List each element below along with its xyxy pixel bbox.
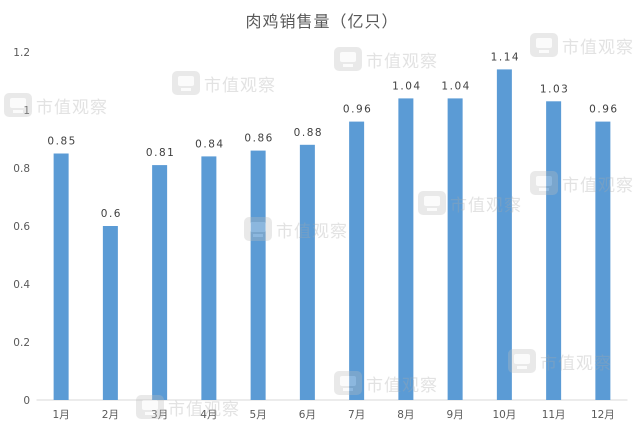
- y-tick-label: 0.4: [13, 279, 30, 291]
- y-tick-label: 1: [23, 105, 30, 117]
- bar: [201, 156, 217, 400]
- x-tick-label: 2月: [102, 409, 119, 421]
- x-tick-label: 11月: [542, 409, 566, 421]
- bar: [152, 165, 168, 400]
- data-label: 1.03: [540, 83, 569, 95]
- bar: [299, 144, 315, 400]
- bar: [447, 98, 463, 401]
- bar: [496, 69, 512, 401]
- y-tick-label: 0.8: [13, 163, 30, 175]
- x-tick-label: 7月: [348, 409, 365, 421]
- x-tick-label: 10月: [492, 409, 516, 421]
- data-label: 1.04: [392, 80, 421, 92]
- data-label: 0.96: [589, 104, 618, 116]
- data-label: 0.96: [343, 104, 372, 116]
- bar: [250, 150, 266, 400]
- data-label: 0.86: [244, 133, 273, 145]
- x-tick-label: 9月: [447, 409, 464, 421]
- x-tick-label: 3月: [151, 409, 168, 421]
- bar: [546, 101, 562, 401]
- data-label: 1.14: [491, 51, 520, 63]
- data-label: 0.6: [101, 208, 122, 220]
- x-tick-label: 8月: [397, 409, 414, 421]
- data-label: 0.88: [294, 127, 323, 139]
- bar: [102, 226, 118, 400]
- x-tick-label: 6月: [299, 409, 316, 421]
- bar: [53, 153, 69, 400]
- x-tick-label: 4月: [200, 409, 217, 421]
- data-label: 0.84: [195, 138, 224, 150]
- bar: [398, 98, 414, 401]
- data-label: 0.81: [146, 147, 175, 159]
- y-tick-label: 1.2: [13, 47, 30, 59]
- x-tick-label: 1月: [53, 409, 70, 421]
- x-tick-label: 12月: [591, 409, 615, 421]
- y-tick-label: 0.2: [13, 337, 30, 349]
- y-tick-label: 0.6: [13, 221, 30, 233]
- bar: [595, 121, 611, 400]
- data-label: 1.04: [441, 80, 470, 92]
- bar: [349, 121, 365, 400]
- data-label: 0.85: [47, 136, 76, 148]
- x-tick-label: 5月: [250, 409, 267, 421]
- chart-title: 肉鸡销售量（亿只）: [245, 12, 399, 31]
- y-tick-label: 0: [23, 395, 30, 407]
